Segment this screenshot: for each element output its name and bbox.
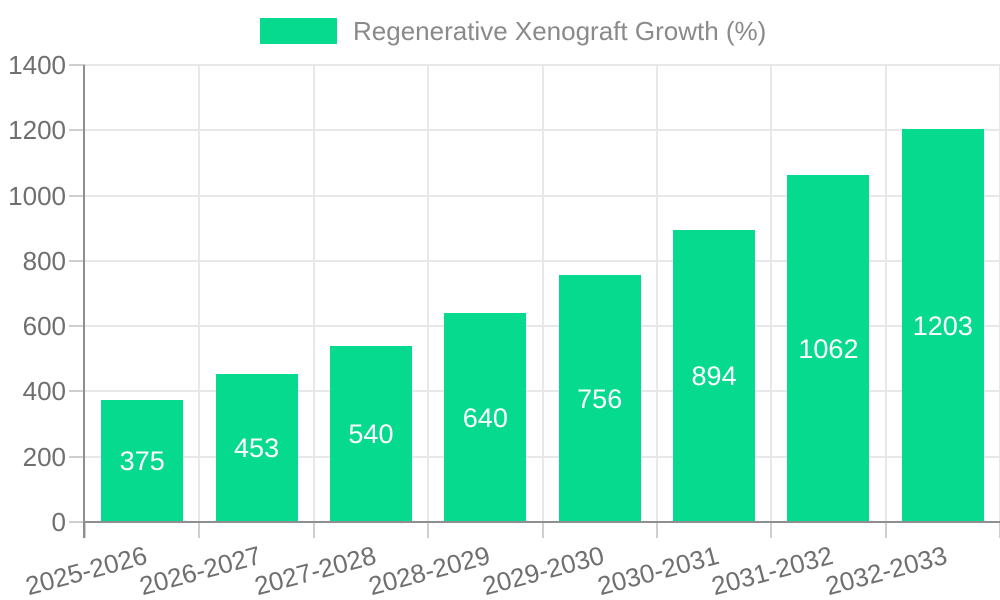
bar-value-label: 640 [462,402,508,433]
y-axis-tick [69,194,85,197]
bar-value-label: 756 [577,383,623,414]
x-axis-tick [884,522,887,538]
v-gridline [312,65,315,522]
x-tick-label: 2030-2031 [593,540,722,600]
v-gridline [198,65,201,522]
legend-swatch[interactable] [260,18,337,44]
y-tick-label: 1200 [8,115,66,146]
bar-value-label: 453 [234,433,280,464]
bar-2031-2032[interactable] [787,175,870,522]
bar-value-label: 375 [119,445,165,476]
v-gridline [655,65,658,522]
y-axis-tick [69,521,85,523]
y-tick-label: 1400 [8,50,66,80]
bar-2027-2028[interactable] [329,345,412,522]
y-axis-line [83,65,85,538]
bar-value-label: 894 [691,361,737,392]
y-tick-label: 800 [22,245,66,276]
x-axis-tick [541,522,544,538]
y-axis-tick [69,259,85,262]
y-axis-tick [69,325,85,328]
y-tick-label: 0 [51,507,66,537]
x-axis-tick [84,522,86,538]
x-tick-label: 2025-2026 [22,540,150,600]
x-axis-line [83,521,1000,523]
v-gridline [541,65,544,522]
y-axis-tick [69,64,85,66]
y-axis-tick [69,129,85,132]
v-gridline [770,65,773,522]
y-tick-label: 600 [22,311,66,342]
v-gridline [427,65,430,522]
y-axis-tick [69,390,85,393]
y-tick-label: 200 [22,441,66,472]
x-axis-tick [427,522,430,538]
y-tick-label: 400 [22,376,66,407]
bar-value-label: 1203 [912,310,973,341]
x-axis-tick [655,522,658,538]
x-axis-tick [770,522,773,538]
v-gridline [884,65,887,522]
legend: Regenerative Xenograft Growth (%) [0,0,1000,56]
bar-2028-2029[interactable] [444,313,527,522]
x-tick-label: 2031-2032 [708,540,837,600]
x-tick-label: 2028-2029 [365,540,494,600]
x-tick-label: 2032-2033 [822,540,951,600]
bar-2025-2026[interactable] [101,399,184,522]
legend-label[interactable]: Regenerative Xenograft Growth (%) [353,16,767,46]
x-tick-label: 2027-2028 [250,540,379,600]
x-tick-label: 2026-2027 [136,540,265,600]
bar-2029-2030[interactable] [558,275,641,522]
y-axis-tick [69,455,85,458]
bar-2030-2031[interactable] [673,230,756,522]
bar-value-label: 540 [348,418,394,449]
x-tick-label: 2029-2030 [479,540,608,600]
y-tick-label: 1000 [8,180,66,211]
x-axis-tick [312,522,315,538]
bar-2026-2027[interactable] [215,374,298,522]
x-axis-tick [198,522,201,538]
bar-value-label: 1062 [798,333,859,364]
bar-2032-2033[interactable] [901,129,984,522]
